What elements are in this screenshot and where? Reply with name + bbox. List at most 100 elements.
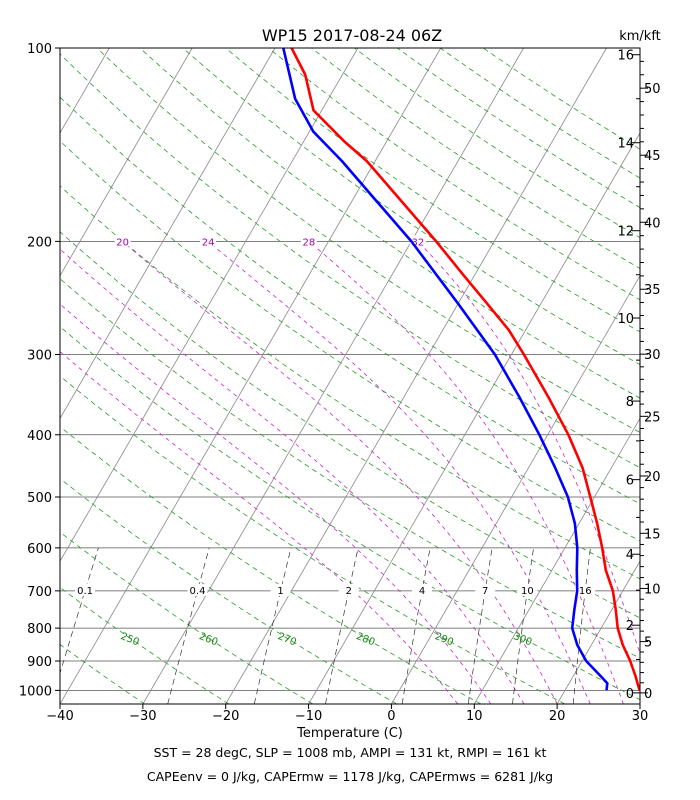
mixing-ratio-label: 4: [419, 586, 425, 597]
parcel-profile-line: [282, 48, 609, 691]
dry-adiabat-line: [60, 643, 145, 704]
mixing-ratio-label: 1: [277, 586, 283, 597]
temperature-tick-label: 20: [549, 709, 566, 724]
pressure-tick-label: 300: [27, 348, 52, 363]
pressure-tick-label: 800: [27, 622, 52, 637]
mixing-ratio-line: [253, 547, 292, 704]
dry-adiabat-line: [439, 48, 640, 179]
temperature-profile-line: [290, 48, 640, 691]
height-unit-label: km/kft: [619, 29, 661, 44]
moist-adiabat-line: [207, 241, 591, 704]
temperature-tick-label: 10: [466, 709, 483, 724]
kft-tick-label: 5: [644, 636, 652, 651]
mixing-ratio-line: [325, 547, 359, 704]
isotherm-line: [308, 132, 640, 704]
mixing-ratio-line: [512, 547, 534, 704]
moist-adiabat-line: [308, 241, 624, 704]
dry-adiabat-line: [60, 426, 481, 704]
mixing-ratio-label-bg: [412, 583, 433, 596]
dry-adiabat-label: 280: [355, 631, 377, 648]
moist-adiabat-line: [60, 351, 459, 704]
dry-adiabat-line: [60, 703, 61, 704]
kft-tick-label: 50: [644, 82, 661, 97]
moist-adiabat-label-bg: [300, 235, 317, 247]
pressure-tick-label: 100: [27, 42, 52, 57]
pressure-tick-label: 700: [27, 585, 52, 600]
mixing-ratio-label-bg: [517, 583, 538, 596]
isotherm-line: [142, 48, 524, 704]
km-tick-label: 10: [617, 312, 634, 327]
mixing-ratio-line: [60, 547, 99, 675]
dry-adiabat-line: [482, 48, 640, 150]
mixing-ratio-line: [167, 547, 210, 704]
kft-tick-label: 20: [644, 470, 661, 485]
isotherm-line: [60, 48, 276, 420]
moist-adiabat-line: [60, 248, 525, 704]
dry-adiabat-line: [60, 53, 640, 469]
kft-tick-label: 0: [644, 687, 652, 702]
mixing-ratio-line: [572, 547, 591, 704]
isotherm-line: [60, 48, 359, 562]
kft-tick-label: 45: [644, 149, 661, 164]
isotherm-line: [60, 48, 193, 277]
temperature-tick-label: −40: [46, 709, 73, 724]
dry-adiabat-line: [96, 48, 640, 433]
dry-adiabat-line: [311, 48, 640, 269]
moist-adiabat-label: 24: [202, 237, 215, 248]
kft-tick-label: 30: [644, 348, 661, 363]
dry-adiabat-label: 250: [119, 631, 141, 648]
km-tick-label: 8: [626, 395, 634, 410]
temperature-tick-label: −20: [212, 709, 239, 724]
isotherm-line: [556, 560, 640, 704]
mixing-ratio-label-bg: [338, 583, 359, 596]
dry-adiabat-line: [354, 48, 640, 239]
moist-adiabat-label-bg: [409, 235, 426, 247]
dry-adiabat-label: 300: [512, 631, 534, 648]
footer-line-2: CAPEenv = 0 J/kg, CAPErmw = 1178 J/kg, C…: [146, 769, 554, 784]
kft-tick-label: 10: [644, 582, 661, 597]
pressure-tick-label: 600: [27, 542, 52, 557]
mixing-ratio-line: [401, 547, 431, 704]
dry-adiabat-line: [60, 96, 640, 505]
isotherm-line: [473, 417, 640, 704]
dry-adiabat-line: [225, 48, 640, 333]
km-tick-label: 2: [626, 619, 634, 634]
mixing-ratio-label: 0.1: [77, 586, 93, 597]
kft-tick-label: 35: [644, 283, 661, 298]
dry-adiabat-line: [60, 531, 313, 704]
temperature-tick-label: 0: [387, 709, 395, 724]
moist-adiabat-label: 20: [116, 237, 129, 248]
dry-adiabat-line: [60, 326, 640, 700]
isotherm-line: [60, 48, 442, 704]
km-tick-label: 16: [617, 49, 634, 64]
x-axis-label: Temperature (C): [296, 726, 403, 741]
kft-tick-label: 25: [644, 410, 661, 425]
dry-adiabat-line: [397, 48, 640, 209]
mixing-ratio-label: 16: [579, 586, 592, 597]
mixing-ratio-line: [467, 547, 493, 704]
km-tick-label: 4: [626, 548, 634, 563]
moist-adiabat-line: [122, 241, 558, 704]
plot-frame: [59, 47, 641, 705]
dry-adiabat-line: [60, 375, 565, 704]
pressure-tick-label: 500: [27, 491, 52, 506]
km-tick-label: 0: [626, 687, 634, 702]
dry-adiabat-label: 290: [433, 631, 455, 648]
temperature-tick-label: −10: [295, 709, 322, 724]
pressure-tick-label: 1000: [19, 684, 52, 699]
kft-tick-label: 40: [644, 216, 661, 231]
dry-adiabat-label: 270: [276, 631, 298, 648]
grid-layer: 0.10.41247101625026027028029030081216202…: [60, 48, 640, 704]
dry-adiabat-line: [60, 586, 229, 704]
km-tick-label: 6: [626, 474, 634, 489]
moist-adiabat-line: [417, 241, 640, 655]
mixing-ratio-label-bg: [475, 583, 496, 596]
dry-adiabat-label: 260: [197, 631, 219, 648]
moist-adiabat-label-bg: [200, 235, 217, 247]
pressure-tick-label: 200: [27, 235, 52, 250]
moist-adiabat-label: 32: [412, 237, 425, 248]
moist-adiabat-label: 28: [303, 237, 316, 248]
mixing-ratio-label: 7: [482, 586, 488, 597]
series-layer: [282, 48, 640, 691]
